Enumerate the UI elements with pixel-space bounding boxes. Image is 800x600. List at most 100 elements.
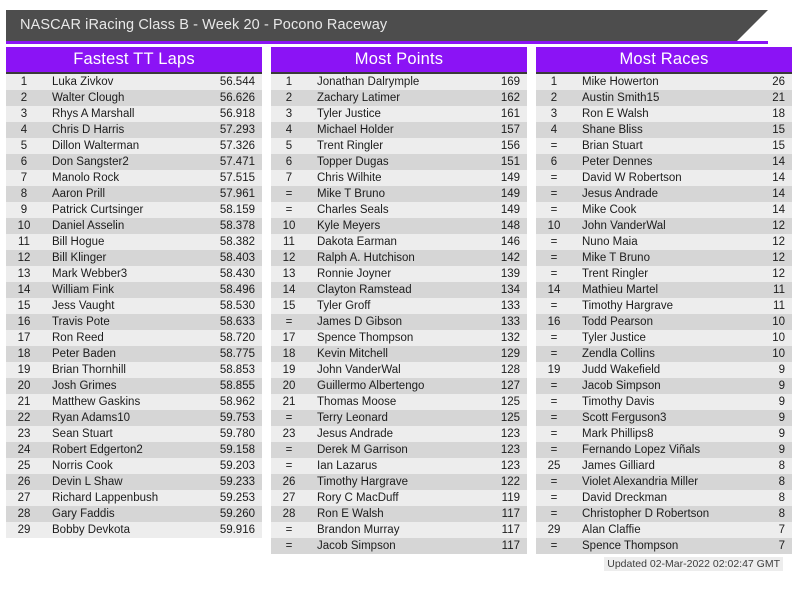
row-value: 148 <box>500 220 520 232</box>
table-row: 1 Luka Zivkov 56.544 <box>6 74 262 90</box>
table-row: 12 Ralph A. Hutchison 142 <box>271 250 527 266</box>
row-rank: = <box>550 204 558 216</box>
row-rank: 21 <box>17 396 31 408</box>
row-value: 57.961 <box>219 188 255 200</box>
table-row: = Zendla Collins 10 <box>536 346 792 362</box>
row-rank: = <box>550 300 558 312</box>
table-row: 9 Patrick Curtsinger 58.159 <box>6 202 262 218</box>
row-rank: 4 <box>285 124 293 136</box>
row-driver-name: Charles Seals <box>317 204 389 216</box>
row-driver-name: Austin Smith15 <box>582 92 660 104</box>
row-rank: 15 <box>282 300 296 312</box>
row-value: 134 <box>500 284 520 296</box>
row-rank: 14 <box>282 284 296 296</box>
row-rank: = <box>550 492 558 504</box>
row-rank: 13 <box>282 268 296 280</box>
row-rank: 23 <box>17 428 31 440</box>
row-driver-name: Mark Webber3 <box>52 268 128 280</box>
row-rank: = <box>550 508 558 520</box>
row-driver-name: William Fink <box>52 284 114 296</box>
row-rank: 26 <box>17 476 31 488</box>
row-rank: 14 <box>17 284 31 296</box>
row-driver-name: Aaron Prill <box>52 188 106 200</box>
row-driver-name: Jess Vaught <box>52 300 115 312</box>
row-value: 157 <box>500 124 520 136</box>
row-value: 127 <box>500 380 520 392</box>
row-rank: = <box>550 268 558 280</box>
row-rank: 16 <box>17 316 31 328</box>
row-value: 57.326 <box>219 140 255 152</box>
row-driver-name: Timothy Davis <box>582 396 655 408</box>
table-row: = Mike T Bruno 12 <box>536 250 792 266</box>
row-value: 169 <box>500 76 520 88</box>
row-rank: = <box>550 428 558 440</box>
row-driver-name: Jesus Andrade <box>582 188 659 200</box>
row-driver-name: Tyler Groff <box>317 300 371 312</box>
row-value: 9 <box>778 412 785 424</box>
row-rank: = <box>550 140 558 152</box>
row-rank: 28 <box>282 508 296 520</box>
row-value: 14 <box>772 156 785 168</box>
row-driver-name: Bobby Devkota <box>52 524 130 536</box>
row-rank: = <box>550 540 558 552</box>
row-value: 59.253 <box>219 492 255 504</box>
panel-rows: 1 Jonathan Dalrymple 169 2 Zachary Latimer 16… <box>271 74 527 554</box>
row-value: 58.720 <box>219 332 255 344</box>
row-value: 10 <box>772 348 785 360</box>
row-driver-name: Dillon Walterman <box>52 140 140 152</box>
updated-timestamp: Updated 02-Mar-2022 02:02:47 GMT <box>604 557 783 571</box>
table-row: 17 Spence Thompson 132 <box>271 330 527 346</box>
row-rank: 3 <box>20 108 28 120</box>
table-row: 19 Brian Thornhill 58.853 <box>6 362 262 378</box>
table-row: 6 Topper Dugas 151 <box>271 154 527 170</box>
row-rank: = <box>285 460 293 472</box>
row-value: 139 <box>500 268 520 280</box>
row-value: 117 <box>501 508 520 520</box>
row-value: 11 <box>773 300 785 312</box>
row-rank: 2 <box>20 92 28 104</box>
table-row: = Tyler Justice 10 <box>536 330 792 346</box>
table-row: = Trent Ringler 12 <box>536 266 792 282</box>
table-row: = Spence Thompson 7 <box>536 538 792 554</box>
row-driver-name: Mike Cook <box>582 204 637 216</box>
table-row: = Derek M Garrison 123 <box>271 442 527 458</box>
row-rank: 1 <box>550 76 558 88</box>
row-value: 56.626 <box>219 92 255 104</box>
row-value: 146 <box>500 236 520 248</box>
row-value: 133 <box>500 316 520 328</box>
row-rank: 16 <box>547 316 561 328</box>
table-row: = Brian Stuart 15 <box>536 138 792 154</box>
row-driver-name: Josh Grimes <box>52 380 117 392</box>
table-row: 23 Jesus Andrade 123 <box>271 426 527 442</box>
table-row: 15 Tyler Groff 133 <box>271 298 527 314</box>
row-driver-name: Jacob Simpson <box>582 380 661 392</box>
row-value: 149 <box>500 204 520 216</box>
row-value: 12 <box>772 236 785 248</box>
row-driver-name: Mike T Bruno <box>317 188 385 200</box>
row-driver-name: Alan Claffie <box>582 524 641 536</box>
row-value: 15 <box>772 140 785 152</box>
row-driver-name: Fernando Lopez Viñals <box>582 444 701 456</box>
row-rank: 2 <box>285 92 293 104</box>
panel-title: Fastest TT Laps <box>6 47 262 74</box>
table-row: = David W Robertson 14 <box>536 170 792 186</box>
row-rank: 10 <box>547 220 561 232</box>
row-driver-name: Christopher D Robertson <box>582 508 710 520</box>
panel-title: Most Points <box>271 47 527 74</box>
row-value: 56.544 <box>219 76 255 88</box>
row-driver-name: Guillermo Albertengo <box>317 380 425 392</box>
row-rank: 11 <box>283 236 295 248</box>
table-row: = Nuno Maia 12 <box>536 234 792 250</box>
table-row: 28 Gary Faddis 59.260 <box>6 506 262 522</box>
row-driver-name: Jonathan Dalrymple <box>317 76 420 88</box>
row-value: 132 <box>500 332 520 344</box>
table-row: 10 Daniel Asselin 58.378 <box>6 218 262 234</box>
table-row: = Jacob Simpson 9 <box>536 378 792 394</box>
row-value: 59.233 <box>219 476 255 488</box>
table-row: 18 Kevin Mitchell 129 <box>271 346 527 362</box>
row-driver-name: Scott Ferguson3 <box>582 412 667 424</box>
table-row: 6 Don Sangster2 57.471 <box>6 154 262 170</box>
row-value: 57.293 <box>219 124 255 136</box>
panel-rows: 1 Luka Zivkov 56.544 2 Walter Clough 56.626 3 R… <box>6 74 262 538</box>
table-row: = Mike T Bruno 149 <box>271 186 527 202</box>
